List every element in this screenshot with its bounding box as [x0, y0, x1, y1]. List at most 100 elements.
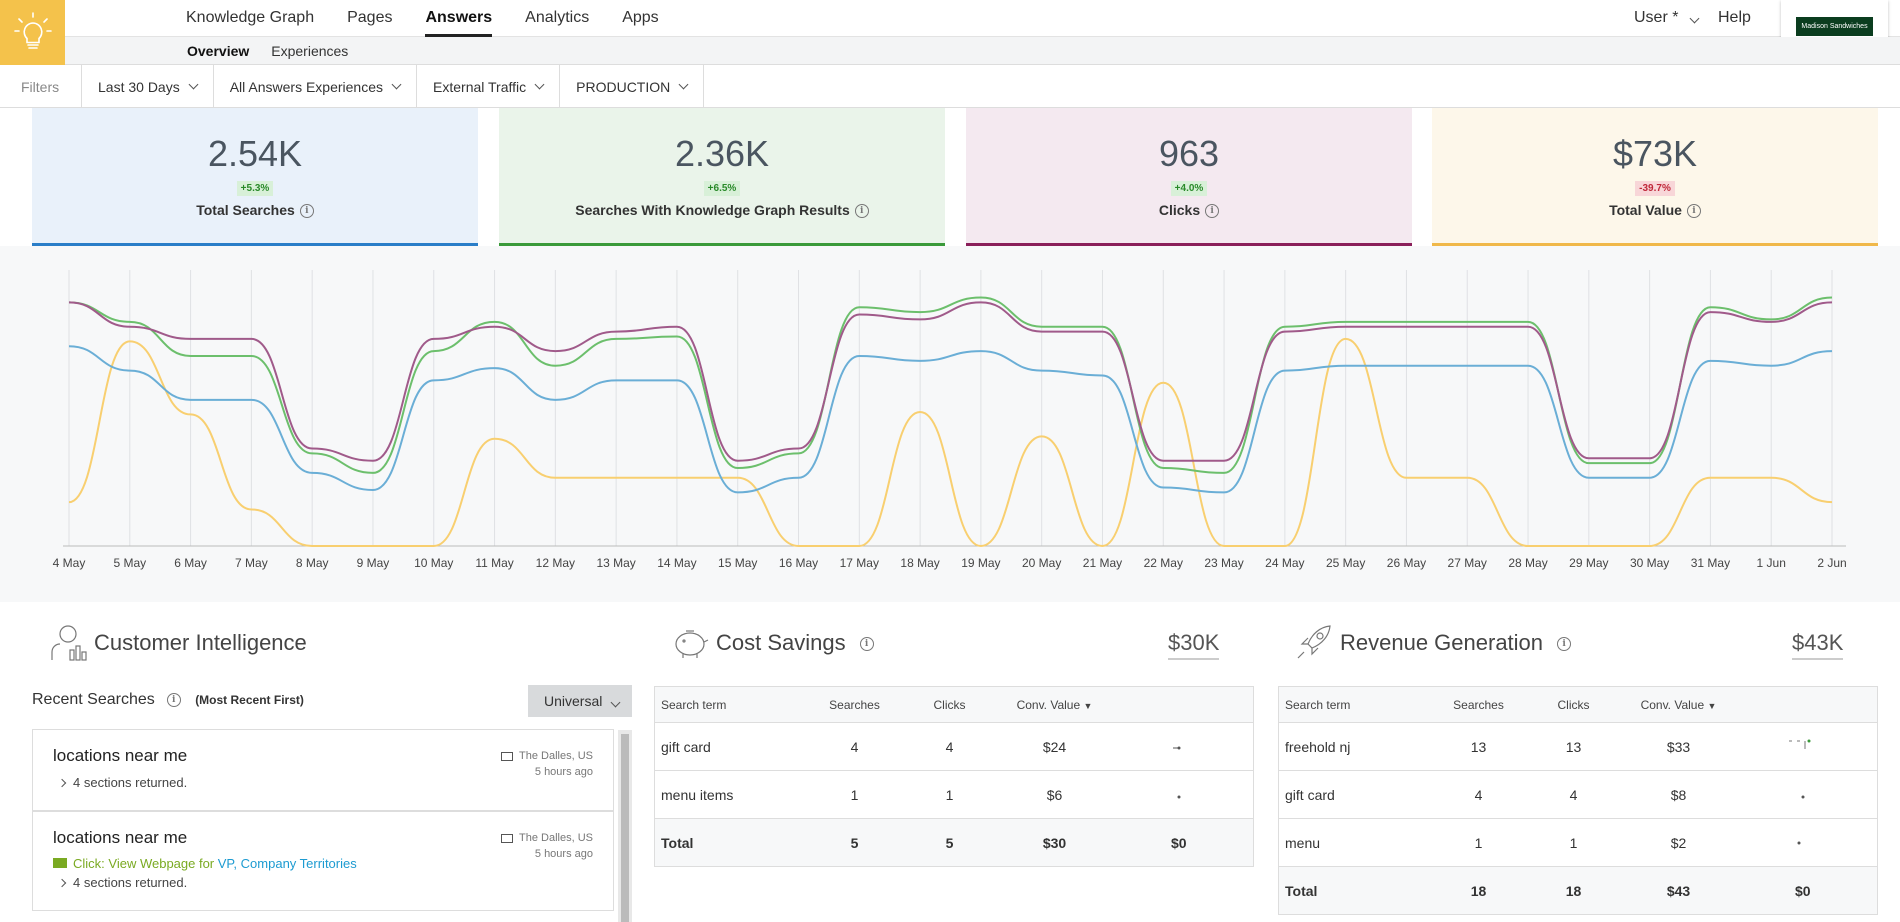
revenue-generation-title: Revenue Generation — [1340, 630, 1544, 655]
search-type-dropdown[interactable]: Universal — [528, 685, 632, 717]
kpi-value: 2.54K — [207, 133, 303, 174]
sparkline-icon — [1177, 795, 1181, 798]
kpi-card-kg-searches[interactable]: 2.36K +6.5% Searches With Knowledge Grap… — [499, 108, 945, 246]
kpi-card-total-searches[interactable]: 2.54K +5.3% Total Searches i — [32, 108, 478, 246]
nav-item-apps[interactable]: Apps — [622, 9, 659, 26]
kpi-label: Clicks — [1158, 202, 1201, 218]
app-logo[interactable] — [0, 0, 65, 65]
col-conv-value[interactable]: Conv. Value ▼ — [1628, 686, 1729, 723]
sparkline-icon — [1801, 795, 1805, 798]
kpi-delta-badge: -39.7% — [1635, 181, 1675, 196]
cell-clicks: 5 — [894, 818, 1005, 867]
search-result-card[interactable]: locations near me The Dalles, US 5 hours… — [32, 729, 614, 811]
cell-searches: 4 — [814, 722, 895, 771]
info-icon[interactable]: i — [859, 637, 874, 652]
cell-value: $24 — [1004, 722, 1105, 771]
cell-clicks: 18 — [1518, 866, 1629, 915]
customer-intelligence-title: Customer Intelligence — [94, 630, 307, 655]
table-row[interactable]: gift card 4 4 $8 — [1278, 770, 1878, 819]
search-result-card[interactable]: locations near me The Dalles, US 5 hours… — [32, 811, 614, 911]
sub-nav-bar: Overview Experiences — [0, 37, 1900, 65]
info-icon[interactable]: i — [1205, 204, 1220, 219]
info-icon[interactable]: i — [166, 692, 181, 707]
rocket-icon — [1297, 625, 1331, 659]
revenue-generation-title-wrap: Revenue Generation i — [1340, 630, 1572, 656]
x-tick-label: 27 May — [1448, 556, 1487, 570]
chevron-down-icon — [1689, 13, 1700, 24]
x-tick-label: 30 May — [1630, 556, 1669, 570]
info-icon[interactable]: i — [854, 204, 869, 219]
col-conv-value[interactable]: Conv. Value ▼ — [1004, 686, 1105, 723]
click-target-link[interactable]: VP, Company Territories — [217, 856, 357, 871]
sort-desc-icon: ▼ — [1707, 700, 1717, 711]
table-row[interactable]: menu 1 1 $2 — [1278, 818, 1878, 867]
x-tick-label: 25 May — [1326, 556, 1365, 570]
series-line[interactable] — [68, 296, 1833, 474]
info-icon[interactable]: i — [299, 204, 314, 219]
chevron-down-icon — [610, 697, 621, 708]
cell-value: $33 — [1628, 722, 1729, 771]
col-searches[interactable]: Searches — [1438, 686, 1519, 723]
kpi-card-clicks[interactable]: 963 +4.0% Clicks i — [966, 108, 1412, 246]
kpi-card-total-value[interactable]: $73K -39.7% Total Value i — [1432, 108, 1878, 246]
series-line[interactable] — [68, 337, 1833, 548]
x-tick-label: 7 May — [235, 556, 268, 570]
cell-term: Total — [654, 818, 815, 867]
cell-clicks: 4 — [894, 722, 1005, 771]
col-clicks[interactable]: Clicks — [1518, 686, 1629, 723]
kpi-label-wrap: Total Searches i — [32, 202, 478, 219]
search-meta: The Dalles, US 5 hours ago — [501, 748, 593, 780]
tab-experiences[interactable]: Experiences — [271, 43, 349, 59]
info-icon[interactable]: i — [1686, 204, 1701, 219]
col-clicks[interactable]: Clicks — [894, 686, 1005, 723]
help-link[interactable]: Help — [1718, 9, 1751, 26]
nav-item-pages[interactable]: Pages — [347, 9, 393, 26]
sections-toggle[interactable]: 4 sections returned. — [53, 775, 593, 790]
desktop-icon — [501, 751, 514, 761]
traffic-dropdown[interactable]: External Traffic — [417, 65, 561, 108]
nav-item-knowledge-graph[interactable]: Knowledge Graph — [186, 9, 315, 26]
chevron-down-icon — [188, 79, 199, 90]
recent-searches-label: Recent Searches — [32, 691, 155, 708]
cell-term: Total — [1278, 866, 1439, 915]
table-row[interactable]: gift card 4 4 $24 — [654, 722, 1254, 771]
cell-term: gift card — [1278, 770, 1439, 819]
user-menu[interactable]: User * — [1634, 9, 1700, 27]
series-line[interactable] — [68, 301, 1833, 462]
info-icon[interactable]: i — [1557, 637, 1572, 652]
top-nav-bar: Knowledge Graph Pages Answers Analytics … — [0, 0, 1900, 37]
cell-searches: 13 — [1438, 722, 1519, 771]
table-row[interactable]: freehold nj 13 13 $33 — [1278, 722, 1878, 771]
cost-savings-table: Search term Searches Clicks Conv. Value … — [654, 686, 1254, 867]
kpi-value: 963 — [1158, 133, 1220, 174]
x-tick-label: 26 May — [1387, 556, 1426, 570]
trend-line-chart[interactable]: 4 May 5 May 6 May 7 May 8 May 9 May 10 May 11 M… — [0, 246, 1900, 602]
x-tick-label: 20 May — [1022, 556, 1061, 570]
col-searches[interactable]: Searches — [814, 686, 895, 723]
cell-searches: 5 — [814, 818, 895, 867]
lightbulb-icon — [13, 11, 52, 49]
table-row[interactable]: menu items 1 1 $6 — [654, 770, 1254, 819]
date-range-dropdown[interactable]: Last 30 Days — [82, 65, 214, 108]
series-line[interactable] — [68, 345, 1833, 494]
experience-dropdown[interactable]: All Answers Experiences — [214, 65, 418, 108]
scrollbar-track[interactable] — [618, 730, 632, 922]
x-tick-label: 28 May — [1508, 556, 1547, 570]
tab-overview[interactable]: Overview — [187, 43, 250, 59]
cell-value: $2 — [1628, 818, 1729, 867]
cell-searches: 4 — [1438, 770, 1519, 819]
nav-item-answers[interactable]: Answers — [425, 0, 493, 37]
recent-searches-heading: Recent Searches i (Most Recent First) — [32, 691, 304, 709]
x-tick-label: 15 May — [718, 556, 757, 570]
scrollbar-thumb[interactable] — [621, 734, 629, 922]
click-event: Click: View Webpage for VP, Company Terr… — [53, 856, 593, 871]
cost-savings-title-wrap: Cost Savings i — [716, 630, 874, 656]
environment-dropdown[interactable]: PRODUCTION — [560, 65, 705, 108]
sections-toggle[interactable]: 4 sections returned. — [53, 875, 593, 890]
sections-count: 4 sections returned. — [73, 775, 188, 790]
nav-item-analytics[interactable]: Analytics — [525, 9, 590, 26]
x-tick-label: 19 May — [961, 556, 1000, 570]
cell-searches: 1 — [814, 770, 895, 819]
kpi-delta-badge: +5.3% — [236, 181, 274, 196]
kpi-value: $73K — [1612, 133, 1698, 174]
